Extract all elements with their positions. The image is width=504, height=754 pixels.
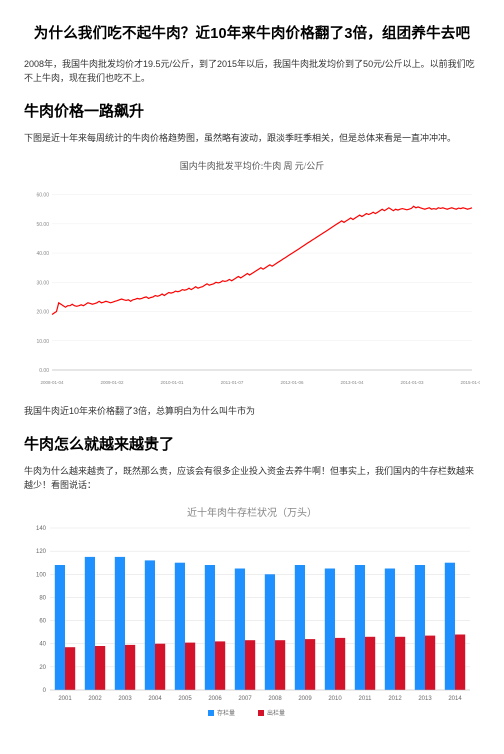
svg-text:2004: 2004 bbox=[148, 696, 162, 702]
bar-chart: 近十年肉牛存栏状况（万头） 0 20 40 60 80 100 120 140 2001 2002 2… bbox=[24, 502, 480, 722]
page-title: 为什么我们吃不起牛肉？近10年来牛肉价格翻了3倍，组团养牛去吧 bbox=[24, 22, 480, 43]
svg-text:2009: 2009 bbox=[298, 696, 312, 702]
line-chart: 0.00 10.00 20.00 30.00 40.00 50.00 60.00 2008-0… bbox=[24, 174, 480, 394]
svg-text:2009-01-02: 2009-01-02 bbox=[100, 380, 124, 385]
svg-text:0: 0 bbox=[43, 688, 47, 694]
section2-paragraph: 牛肉为什么越来越贵了，既然那么贵，应该会有很多企业投入资金去养牛啊！但事实上，我… bbox=[24, 464, 480, 493]
svg-text:2008: 2008 bbox=[268, 696, 282, 702]
section1-after-chart: 我国牛肉近10年来价格翻了3倍，总算明白为什么叫牛市为 bbox=[24, 404, 480, 418]
svg-text:2001: 2001 bbox=[58, 696, 72, 702]
svg-text:100: 100 bbox=[36, 573, 47, 579]
line-chart-title: 国内牛肉批发平均价:牛肉 周 元/公斤 bbox=[24, 155, 480, 174]
section2-heading: 牛肉怎么就越来越贵了 bbox=[24, 433, 480, 454]
svg-text:50.00: 50.00 bbox=[36, 222, 49, 228]
svg-text:120: 120 bbox=[36, 549, 47, 555]
svg-text:2014: 2014 bbox=[448, 696, 462, 702]
svg-text:60: 60 bbox=[39, 619, 46, 625]
svg-text:80: 80 bbox=[39, 596, 46, 602]
svg-text:2012-01-06: 2012-01-06 bbox=[280, 380, 304, 385]
svg-text:2014-01-03: 2014-01-03 bbox=[400, 380, 424, 385]
svg-text:20: 20 bbox=[39, 665, 46, 671]
svg-text:40.00: 40.00 bbox=[36, 251, 49, 257]
svg-text:20.00: 20.00 bbox=[36, 310, 49, 316]
svg-text:2012: 2012 bbox=[388, 696, 402, 702]
svg-text:2002: 2002 bbox=[88, 696, 102, 702]
svg-text:2007: 2007 bbox=[238, 696, 252, 702]
svg-text:2011: 2011 bbox=[359, 696, 373, 702]
svg-text:10.00: 10.00 bbox=[36, 339, 49, 345]
section1-paragraph: 下图是近十年来每周统计的牛肉价格趋势图，虽然略有波动，跟淡季旺季相关，但是总体来… bbox=[24, 131, 480, 145]
svg-text:2011-01-07: 2011-01-07 bbox=[221, 380, 244, 385]
svg-text:2010-01-01: 2010-01-01 bbox=[160, 380, 184, 385]
svg-text:2010: 2010 bbox=[328, 696, 342, 702]
svg-text:存栏量: 存栏量 bbox=[217, 709, 235, 717]
svg-text:2015-01-02: 2015-01-02 bbox=[460, 380, 480, 385]
line-chart-container: 国内牛肉批发平均价:牛肉 周 元/公斤 0.00 10.00 20.00 30.00 4… bbox=[24, 155, 480, 394]
svg-text:2013-01-04: 2013-01-04 bbox=[340, 380, 364, 385]
intro-paragraph: 2008年，我国牛肉批发均价才19.5元/公斤，到了2015年以后，我国牛肉批发… bbox=[24, 57, 480, 86]
section1-heading: 牛肉价格一路飙升 bbox=[24, 100, 480, 121]
svg-text:2013: 2013 bbox=[418, 696, 432, 702]
svg-text:0.00: 0.00 bbox=[39, 368, 49, 374]
svg-text:140: 140 bbox=[36, 526, 47, 532]
bar-chart-container: 近十年肉牛存栏状况（万头） 0 20 40 60 80 100 120 140 2001 2002 2… bbox=[24, 502, 480, 722]
svg-text:2005: 2005 bbox=[178, 696, 192, 702]
svg-text:2008-01-04: 2008-01-04 bbox=[40, 380, 64, 385]
svg-text:30.00: 30.00 bbox=[36, 280, 49, 286]
svg-text:60.00: 60.00 bbox=[36, 193, 49, 199]
svg-text:近十年肉牛存栏状况（万头）: 近十年肉牛存栏状况（万头） bbox=[187, 506, 317, 519]
svg-text:2006: 2006 bbox=[208, 696, 222, 702]
svg-text:出栏量: 出栏量 bbox=[267, 709, 285, 717]
svg-text:2003: 2003 bbox=[118, 696, 132, 702]
svg-text:40: 40 bbox=[39, 642, 46, 648]
